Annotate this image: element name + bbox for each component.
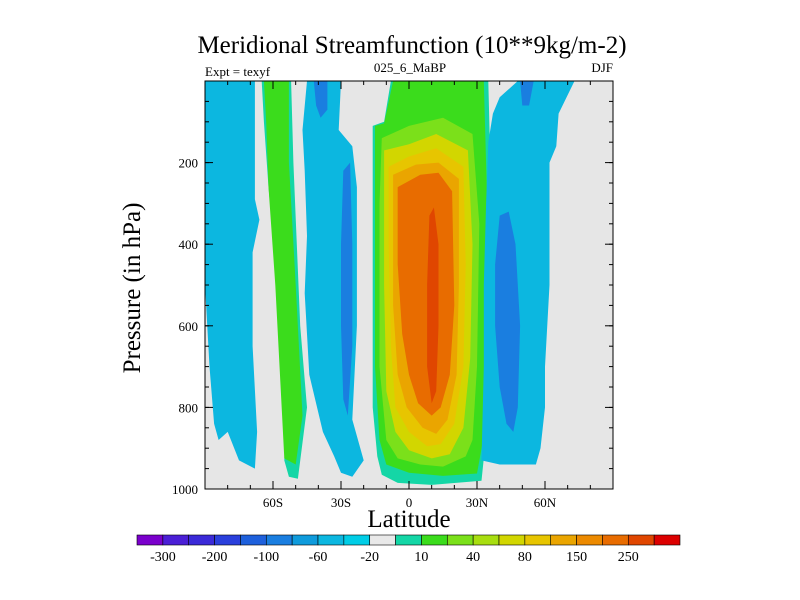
contour-fills [205, 81, 575, 485]
chart-title: Meridional Streamfunction (10**9kg/m-2) [197, 32, 626, 59]
contour-nh-negative-upper [520, 81, 534, 106]
colorbar-swatch [576, 534, 603, 546]
colorbar-swatch [240, 534, 267, 546]
colorbar-label: -20 [360, 550, 379, 565]
colorbar-label: -200 [202, 550, 228, 565]
colorbar-swatch [162, 534, 190, 546]
colorbar-swatch [421, 534, 448, 546]
y-axis-title: Pressure (in hPa) [119, 203, 146, 374]
colorbar-swatch [472, 534, 500, 546]
x-tick-label: 60S [263, 495, 283, 510]
colorbar-swatch [498, 534, 526, 546]
colorbar-swatch [214, 534, 241, 546]
contour-60s-negative [205, 81, 260, 469]
colorbar-swatch [369, 534, 396, 546]
colorbar-swatch [653, 534, 681, 546]
season-label: DJF [591, 60, 613, 75]
colorbar-swatch [317, 534, 345, 546]
colorbar-label: 80 [518, 550, 532, 565]
colorbar-swatch [446, 534, 474, 546]
colorbar: -300 -200 -100 -60 -20 10 40 80 150 250 [136, 534, 681, 565]
colorbar-swatch [524, 534, 552, 546]
x-tick-label: 30S [331, 495, 351, 510]
y-tick-label: 200 [179, 156, 199, 171]
y-tick-label: 400 [179, 237, 199, 252]
experiment-label: Expt = texyf [205, 64, 271, 79]
colorbar-label: 250 [618, 550, 639, 565]
colorbar-swatch [627, 534, 655, 546]
colorbar-swatch [136, 534, 164, 546]
x-tick-label: 30N [466, 495, 489, 510]
colorbar-swatch [395, 534, 422, 546]
colorbar-swatch [188, 534, 215, 546]
colorbar-label: 10 [414, 550, 428, 565]
axis-ticks: 60S 30S 0 30N 60N 200 400 600 800 1000 [172, 80, 614, 510]
y-tick-label: 800 [179, 400, 199, 415]
contour-60s-positive [263, 81, 303, 465]
contour-nh-negative-core [495, 211, 521, 432]
colorbar-swatch [343, 534, 371, 546]
contour-40s-negative-core [313, 81, 328, 118]
colorbar-swatch [602, 534, 629, 546]
y-tick-label: 1000 [172, 482, 198, 497]
colorbar-swatch [550, 534, 577, 546]
x-tick-label: 0 [406, 495, 413, 510]
contour-30s-negative-core [341, 162, 353, 416]
contour-tropical-max [427, 207, 439, 404]
colorbar-swatch [291, 534, 319, 546]
colorbar-label: 40 [466, 550, 480, 565]
colorbar-label: -100 [253, 550, 279, 565]
colorbar-label: -60 [309, 550, 328, 565]
colorbar-label: -300 [150, 550, 176, 565]
x-tick-label: 60N [534, 495, 557, 510]
contour-tropical-level-7 [397, 172, 455, 416]
colorbar-label: 150 [566, 550, 587, 565]
colorbar-swatch [265, 534, 293, 546]
y-tick-label: 600 [179, 319, 199, 334]
run-label: 025_6_MaBP [374, 60, 446, 75]
x-axis-title: Latitude [367, 506, 450, 533]
